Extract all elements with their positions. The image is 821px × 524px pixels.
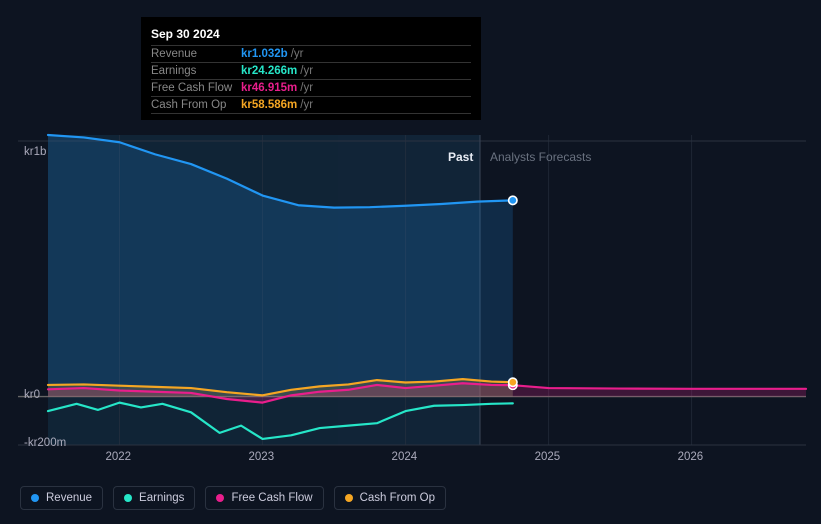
legend-dot-icon bbox=[31, 494, 39, 502]
tooltip-row-label: Revenue bbox=[151, 48, 241, 60]
y-tick-label: -kr200m bbox=[24, 437, 66, 449]
x-tick-label: 2026 bbox=[678, 451, 704, 463]
x-tick-label: 2023 bbox=[249, 451, 275, 463]
region-label-forecast: Analysts Forecasts bbox=[490, 150, 591, 164]
marker-revenue bbox=[509, 196, 517, 204]
tooltip-row-value: kr58.586m bbox=[241, 99, 297, 111]
x-tick-label: 2024 bbox=[392, 451, 418, 463]
x-tick-label: 2022 bbox=[106, 451, 132, 463]
legend-label: Free Cash Flow bbox=[231, 492, 312, 504]
legend-dot-icon bbox=[124, 494, 132, 502]
tooltip-row-label: Cash From Op bbox=[151, 99, 241, 111]
chart-legend: Revenue Earnings Free Cash Flow Cash From O… bbox=[20, 486, 446, 510]
tooltip-row: Free Cash Flowkr46.915m/yr bbox=[151, 80, 471, 97]
tooltip-date: Sep 30 2024 bbox=[151, 23, 471, 46]
legend-label: Cash From Op bbox=[360, 492, 435, 504]
legend-dot-icon bbox=[345, 494, 353, 502]
legend-item-fcf[interactable]: Free Cash Flow bbox=[205, 486, 323, 510]
tooltip-row-unit: /yr bbox=[291, 48, 304, 60]
legend-item-cfo[interactable]: Cash From Op bbox=[334, 486, 446, 510]
legend-item-earnings[interactable]: Earnings bbox=[113, 486, 195, 510]
tooltip-row-label: Earnings bbox=[151, 65, 241, 77]
tooltip-row-value: kr1.032b bbox=[241, 48, 288, 60]
tooltip-row-label: Free Cash Flow bbox=[151, 82, 241, 94]
tooltip-row-value: kr24.266m bbox=[241, 65, 297, 77]
tooltip-row: Revenuekr1.032b/yr bbox=[151, 46, 471, 63]
legend-label: Earnings bbox=[139, 492, 184, 504]
legend-item-revenue[interactable]: Revenue bbox=[20, 486, 103, 510]
chart-tooltip: Sep 30 2024 Revenuekr1.032b/yrEarningskr… bbox=[141, 17, 481, 120]
y-tick-label: kr1b bbox=[24, 146, 46, 158]
legend-dot-icon bbox=[216, 494, 224, 502]
legend-label: Revenue bbox=[46, 492, 92, 504]
tooltip-row-unit: /yr bbox=[300, 99, 313, 111]
region-label-past: Past bbox=[448, 150, 473, 164]
tooltip-row-unit: /yr bbox=[300, 82, 313, 94]
tooltip-row: Earningskr24.266m/yr bbox=[151, 63, 471, 80]
tooltip-row-unit: /yr bbox=[300, 65, 313, 77]
y-tick-label: kr0 bbox=[24, 389, 40, 401]
marker-cfo bbox=[509, 378, 517, 386]
x-tick-label: 2025 bbox=[535, 451, 561, 463]
tooltip-row-value: kr46.915m bbox=[241, 82, 297, 94]
tooltip-row: Cash From Opkr58.586m/yr bbox=[151, 97, 471, 114]
